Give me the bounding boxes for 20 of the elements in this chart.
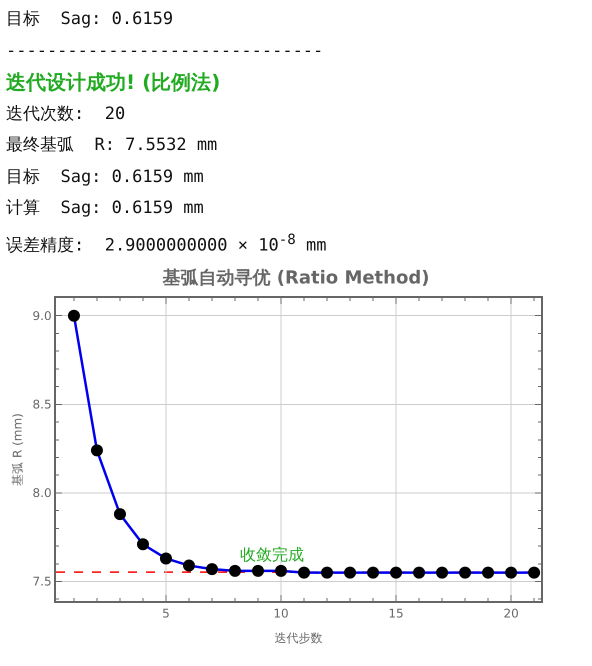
text: ------------------------------- — [6, 40, 324, 62]
x-tick-label: 5 — [162, 606, 170, 620]
text: 目标 Sag: 0.6159 mm — [6, 166, 205, 188]
y-axis-title: 基弧 R (mm) — [10, 413, 24, 486]
x-tick-label: 10 — [273, 606, 289, 620]
text: 最终基弧 R: 7.5532 mm — [6, 134, 218, 157]
y-tick-label: 8.0 — [32, 486, 52, 500]
text: 目标 Sag: 0.6159 — [6, 8, 174, 31]
x-axis-title: 迭代步数 — [274, 630, 322, 645]
ref-line-label: 收敛完成 — [240, 545, 304, 564]
x-tick-label: 15 — [388, 606, 404, 620]
text: 计算 Sag: 0.6159 mm — [6, 197, 205, 220]
x-tick-label: 20 — [503, 606, 519, 620]
y-tick-label: 8.5 — [32, 398, 52, 412]
text: 迭代设计成功! (比例法) — [6, 69, 222, 96]
y-tick-label: 7.5 — [32, 574, 52, 589]
chart-title: 基弧自动寻优 (Ratio Method) — [162, 268, 430, 289]
text: 误差精度: 2.9000000000 × 10$^{-8}$ mm — [6, 230, 326, 256]
y-tick-label: 9.0 — [32, 308, 52, 323]
text: 迭代次数: 20 — [6, 102, 126, 126]
